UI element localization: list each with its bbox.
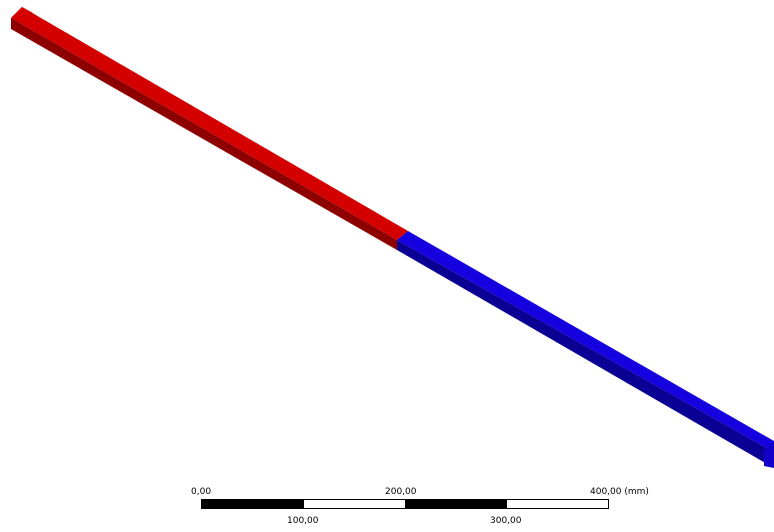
scale-bar [201,499,609,509]
scale-label-100: 100,00 [287,516,319,526]
bar-blue-side-face [397,240,774,468]
scale-segment-3 [405,500,507,508]
bar-red-side-face [11,18,397,250]
scale-label-0: 0,00 [191,487,212,497]
scale-label-300: 300,00 [490,516,522,526]
bar-blue-end-face [764,441,774,468]
scale-segment-2 [303,500,405,508]
bar-blue-top-face [397,231,774,452]
scale-label-400: 400,00 (mm) [590,487,649,497]
bar-red-top-face [11,7,408,240]
bar-part-blue[interactable] [397,231,774,468]
scale-label-200: 200,00 [385,487,417,497]
scale-segment-1 [202,500,304,508]
bar-part-red[interactable] [11,7,408,250]
scale-segment-4 [506,500,608,508]
